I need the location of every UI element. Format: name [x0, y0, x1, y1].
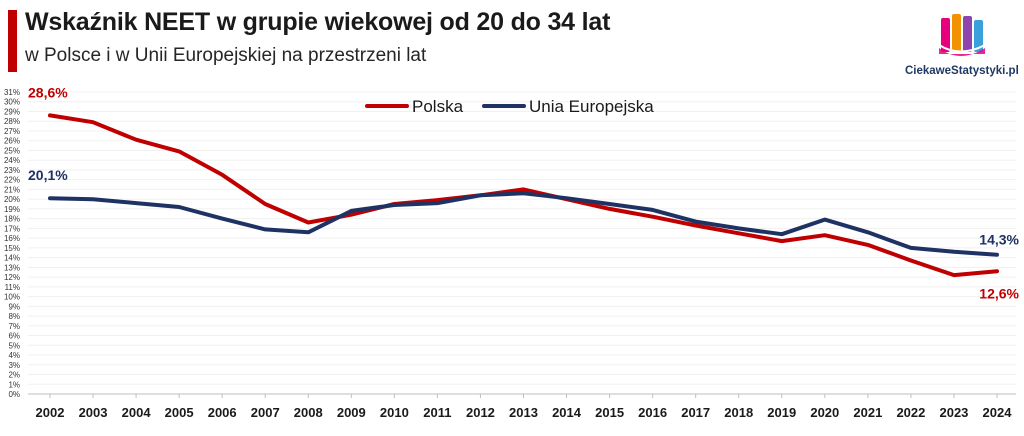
data-label: 28,6% — [28, 84, 68, 100]
x-tick-label: 2012 — [466, 405, 495, 420]
bar-chart-logo-icon — [938, 14, 986, 56]
y-tick-label: 23% — [4, 166, 20, 175]
y-tick-label: 6% — [8, 332, 20, 341]
x-tick-label: 2006 — [208, 405, 237, 420]
title-accent-bar — [8, 10, 17, 72]
y-tick-label: 7% — [8, 322, 20, 331]
x-tick-label: 2010 — [380, 405, 409, 420]
series-line-unia-europejska — [48, 191, 999, 257]
x-tick-label: 2019 — [767, 405, 796, 420]
y-tick-label: 5% — [8, 341, 20, 350]
y-tick-label: 2% — [8, 371, 20, 380]
x-tick-label: 2016 — [638, 405, 667, 420]
y-tick-label: 15% — [4, 244, 20, 253]
y-tick-label: 21% — [4, 185, 20, 194]
x-tick-label: 2015 — [595, 405, 624, 420]
chart-title: Wskaźnik NEET w grupie wiekowej od 20 do… — [25, 8, 611, 36]
legend-item: Unia Europejska — [482, 97, 654, 116]
brand-logo: CiekaweStatystyki.pl — [905, 12, 1019, 82]
x-tick-label: 2018 — [724, 405, 753, 420]
y-tick-label: 30% — [4, 98, 20, 107]
y-tick-label: 4% — [8, 351, 20, 360]
y-tick-label: 8% — [8, 312, 20, 321]
x-tick-label: 2017 — [681, 405, 710, 420]
y-tick-label: 3% — [8, 361, 20, 370]
x-tick-label: 2007 — [251, 405, 280, 420]
y-tick-label: 17% — [4, 224, 20, 233]
y-tick-label: 24% — [4, 156, 20, 165]
data-label: 12,6% — [979, 285, 1019, 301]
x-tick-label: 2005 — [165, 405, 194, 420]
legend-label: Unia Europejska — [529, 97, 654, 116]
y-tick-label: 25% — [4, 146, 20, 155]
x-tick-label: 2022 — [896, 405, 925, 420]
x-tick-label: 2020 — [810, 405, 839, 420]
y-tick-label: 31% — [4, 88, 20, 97]
x-tick-label: 2009 — [337, 405, 366, 420]
x-tick-label: 2024 — [983, 405, 1013, 420]
y-tick-label: 19% — [4, 205, 20, 214]
data-label: 20,1% — [28, 167, 68, 183]
x-tick-label: 2002 — [36, 405, 65, 420]
y-tick-label: 16% — [4, 234, 20, 243]
y-tick-label: 18% — [4, 215, 20, 224]
gridlines — [28, 91, 1016, 395]
y-tick-label: 27% — [4, 127, 20, 136]
y-tick-label: 22% — [4, 176, 20, 185]
y-tick-label: 9% — [8, 302, 20, 311]
y-tick-label: 13% — [4, 263, 20, 272]
x-tick-label: 2021 — [853, 405, 882, 420]
y-tick-label: 29% — [4, 107, 20, 116]
x-tick-label: 2023 — [939, 405, 968, 420]
legend: Polska Unia Europejska — [365, 97, 654, 116]
x-axis: 2002 2003 2004 2005 2006 2007 2008 2009 2010 2011… — [28, 393, 1016, 420]
data-label: 14,3% — [979, 232, 1019, 248]
y-tick-label: 10% — [4, 293, 20, 302]
series-lines — [48, 113, 999, 278]
data-labels: 28,6% 20,1% 14,3% 12,6% — [28, 84, 1020, 301]
y-tick-label: 11% — [5, 283, 20, 292]
y-axis: 0%1%2%3%4%5%6%7%8%9%10%11%12%13%14%15%16… — [4, 88, 20, 399]
x-tick-label: 2004 — [122, 405, 152, 420]
chart-subtitle: w Polsce i w Unii Europejskiej na przest… — [25, 45, 427, 66]
x-tick-label: 2014 — [552, 405, 582, 420]
legend-item: Polska — [365, 97, 464, 116]
y-tick-label: 1% — [8, 380, 20, 389]
x-tick-label: 2008 — [294, 405, 323, 420]
y-tick-label: 28% — [4, 117, 20, 126]
y-tick-label: 26% — [4, 137, 20, 146]
legend-label: Polska — [412, 97, 464, 116]
x-tick-label: 2003 — [79, 405, 108, 420]
y-tick-label: 20% — [4, 195, 20, 204]
y-tick-label: 12% — [4, 273, 20, 282]
y-tick-label: 14% — [4, 254, 20, 263]
y-tick-label: 0% — [8, 390, 20, 399]
brand-name: CiekaweStatystyki.pl — [905, 65, 1019, 77]
x-tick-label: 2011 — [423, 405, 451, 420]
x-tick-label: 2013 — [509, 405, 538, 420]
